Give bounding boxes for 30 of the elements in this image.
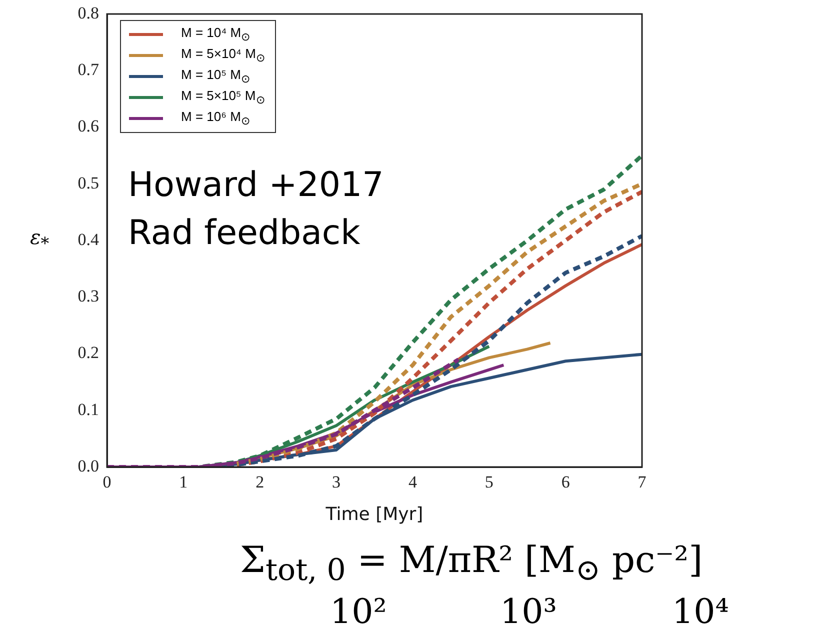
y-tick-label: 0.0 <box>78 456 99 476</box>
x-tick-label: 3 <box>332 472 341 492</box>
legend-label: M = 10⁶ M$_{⊙}$ <box>181 109 250 128</box>
legend-label: M = 10⁴ M$_{⊙}$ <box>181 25 250 44</box>
legend-label: M = 5×10⁴ M$_{⊙}$ <box>181 46 265 65</box>
y-tick-label: 0.5 <box>78 173 99 192</box>
x-tick-label: 1 <box>179 472 188 492</box>
x-tick-label: 0 <box>102 472 112 492</box>
x-tick-label: 6 <box>561 472 570 492</box>
y-axis-title: ε$_{*}$ <box>30 225 50 253</box>
annotation: Rad feedback <box>128 213 360 253</box>
y-tick-label: 0.3 <box>78 286 99 306</box>
y-tick-label: 0.7 <box>78 60 100 80</box>
y-tick-label: 0.8 <box>78 3 99 22</box>
legend-label: M = 5×10⁵ M$_{⊙}$ <box>181 88 265 107</box>
y-tick-label: 0.2 <box>78 343 99 362</box>
x-tick-label: 4 <box>408 472 418 492</box>
text: Σ$_{tot, 0}$ = M/πR² [M$_{⊙}$ pc⁻²] <box>240 540 703 588</box>
y-tick-label: 0.1 <box>78 400 99 419</box>
x-tick-label: 2 <box>256 472 264 492</box>
x-tick-label: 5 <box>484 472 494 492</box>
text: 10² <box>330 592 387 632</box>
annotation: Howard +2017 <box>128 165 384 205</box>
x-axis-title: Time [Myr] <box>324 504 424 525</box>
y-tick-label: 0.4 <box>78 230 100 249</box>
legend-label: M = 10⁵ M$_{⊙}$ <box>181 67 250 86</box>
text: 10³ <box>500 592 557 632</box>
text: 10⁴ <box>672 592 729 632</box>
x-tick-label: 7 <box>638 472 647 492</box>
y-tick-label: 0.6 <box>78 116 99 136</box>
